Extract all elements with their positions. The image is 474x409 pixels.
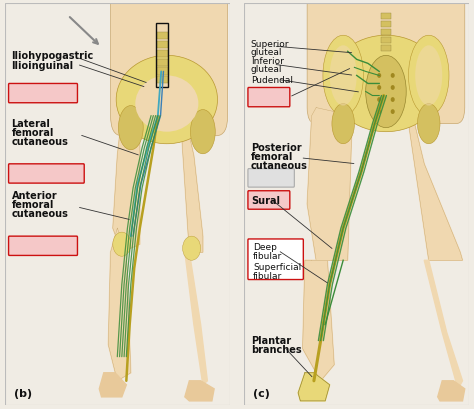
Bar xyxy=(157,51,168,58)
Text: Inferior: Inferior xyxy=(251,57,284,66)
Text: Anterior: Anterior xyxy=(11,191,57,200)
Bar xyxy=(157,68,168,75)
Polygon shape xyxy=(424,261,463,389)
Text: Pudendal: Pudendal xyxy=(251,76,293,85)
Text: Plantar: Plantar xyxy=(251,335,291,345)
Bar xyxy=(381,14,391,20)
Ellipse shape xyxy=(113,233,131,256)
Text: (b): (b) xyxy=(14,388,32,398)
Polygon shape xyxy=(185,381,214,401)
Bar xyxy=(157,59,168,67)
Bar xyxy=(156,24,168,88)
Text: Superior: Superior xyxy=(251,40,289,49)
Text: fibular: fibular xyxy=(253,251,283,260)
Polygon shape xyxy=(307,108,352,261)
Ellipse shape xyxy=(182,236,201,261)
Text: Ilioinguinal: Ilioinguinal xyxy=(11,61,73,71)
Ellipse shape xyxy=(391,98,395,103)
Polygon shape xyxy=(180,116,203,253)
Text: cutaneous: cutaneous xyxy=(11,209,68,218)
Text: femoral: femoral xyxy=(251,152,293,162)
Bar xyxy=(381,22,391,28)
Text: gluteal: gluteal xyxy=(251,48,283,57)
Bar xyxy=(381,46,391,52)
Text: (c): (c) xyxy=(253,388,270,398)
Ellipse shape xyxy=(415,46,442,106)
FancyBboxPatch shape xyxy=(307,0,465,124)
Polygon shape xyxy=(302,261,334,381)
FancyBboxPatch shape xyxy=(9,164,84,184)
FancyBboxPatch shape xyxy=(110,0,228,136)
FancyBboxPatch shape xyxy=(9,84,77,103)
Polygon shape xyxy=(99,373,126,397)
Ellipse shape xyxy=(391,110,395,115)
Ellipse shape xyxy=(330,36,442,133)
Circle shape xyxy=(332,104,355,144)
Text: branches: branches xyxy=(251,344,301,354)
Text: cutaneous: cutaneous xyxy=(11,136,68,146)
Text: femoral: femoral xyxy=(11,200,54,210)
Polygon shape xyxy=(406,108,463,261)
Ellipse shape xyxy=(136,76,198,133)
Text: Lateral: Lateral xyxy=(11,118,50,128)
Bar xyxy=(157,42,168,49)
Text: fibular: fibular xyxy=(253,271,283,280)
Ellipse shape xyxy=(377,74,381,79)
Text: Posterior: Posterior xyxy=(251,142,301,153)
Polygon shape xyxy=(438,381,465,401)
Ellipse shape xyxy=(391,74,395,79)
FancyBboxPatch shape xyxy=(248,191,290,210)
FancyBboxPatch shape xyxy=(9,236,77,256)
Polygon shape xyxy=(113,116,140,253)
Ellipse shape xyxy=(329,46,356,106)
Polygon shape xyxy=(108,229,131,381)
Bar xyxy=(157,33,168,40)
Polygon shape xyxy=(298,373,330,401)
Text: cutaneous: cutaneous xyxy=(251,160,308,171)
Bar xyxy=(157,77,168,84)
Text: Sural: Sural xyxy=(251,196,280,205)
Bar xyxy=(381,38,391,44)
FancyBboxPatch shape xyxy=(248,88,290,108)
Ellipse shape xyxy=(323,36,364,116)
Ellipse shape xyxy=(365,56,406,128)
Polygon shape xyxy=(185,253,207,385)
Ellipse shape xyxy=(377,98,381,103)
Bar xyxy=(381,30,391,36)
Text: Iliohypogastric: Iliohypogastric xyxy=(11,51,94,61)
FancyBboxPatch shape xyxy=(248,169,294,188)
Ellipse shape xyxy=(391,86,395,91)
Ellipse shape xyxy=(116,56,218,144)
Text: femoral: femoral xyxy=(11,128,54,137)
Circle shape xyxy=(118,106,143,151)
Ellipse shape xyxy=(409,36,449,116)
Ellipse shape xyxy=(377,86,381,91)
Text: Superficial: Superficial xyxy=(253,262,301,271)
FancyBboxPatch shape xyxy=(248,239,303,280)
Ellipse shape xyxy=(377,110,381,115)
Circle shape xyxy=(418,104,440,144)
Text: Deep: Deep xyxy=(253,242,277,251)
Text: gluteal: gluteal xyxy=(251,65,283,74)
Circle shape xyxy=(191,110,215,155)
